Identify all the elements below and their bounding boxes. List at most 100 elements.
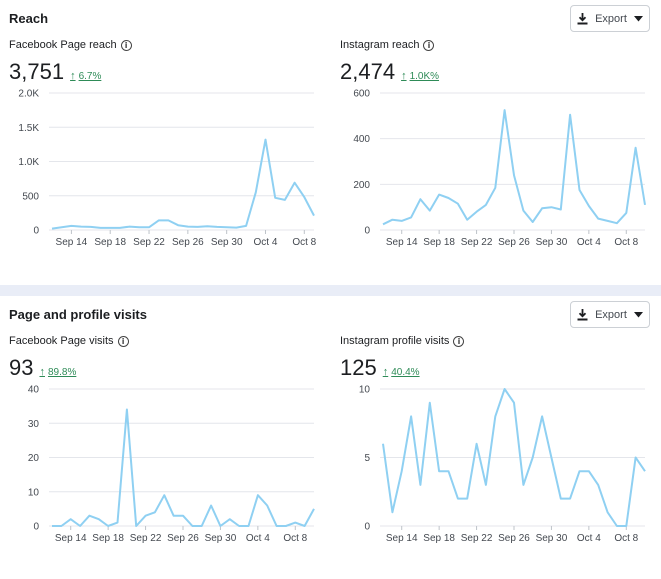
x-tick-label: Sep 22 [461,533,493,544]
facebook-visits-label: Facebook Page visits i [9,335,129,347]
instagram-visits-metric: 125 ↑ 40.4% [340,355,420,381]
y-tick-label: 2.0K [18,89,39,100]
instagram-reach-value: 2,474 [340,59,396,84]
x-tick-label: Sep 14 [56,237,88,248]
info-icon[interactable]: i [117,335,129,347]
x-tick-label: Sep 30 [536,237,568,248]
y-tick-label: 500 [22,191,39,202]
x-tick-label: Oct 8 [614,237,638,248]
instagram-visits-change-text: 40.4% [391,366,420,378]
instagram-visits-label: Instagram profile visits i [340,335,465,347]
instagram-visits-chart: 0 5 10 Sep 14 Sep 18 Sep 22 Sep 26 Sep 30 Oct 4 O… [359,385,646,544]
y-tick-label: 1.0K [18,157,39,168]
download-icon [577,12,588,24]
facebook-reach-metric: 3,751 ↑ 6.7% [9,59,101,85]
x-tick-label: Sep 26 [167,533,199,544]
x-tick-label: Sep 18 [423,237,455,248]
x-tick-label: Sep 18 [423,533,455,544]
x-tick-label: Oct 4 [246,533,270,544]
x-tick-label: Sep 14 [386,237,418,248]
facebook-reach-change-text: 6.7% [78,70,102,82]
arrow-up-icon: ↑ [70,70,76,82]
instagram-reach-label-text: Instagram reach [340,39,420,51]
y-tick-label: 10 [359,385,371,396]
reach-section-title: Reach [9,11,49,26]
x-tick-label: Sep 26 [172,237,204,248]
facebook-reach-chart: 0 500 1.0K 1.5K 2.0K Sep 14 Sep 18 Sep 22 Sep 26… [18,89,316,249]
visits-export-button[interactable]: Export [570,301,650,328]
x-tick-label: Oct 4 [254,237,278,248]
y-tick-label: 0 [33,226,39,237]
instagram-visits-change[interactable]: ↑ 40.4% [383,366,420,378]
reach-export-button[interactable]: Export [570,5,650,32]
instagram-visits-label-text: Instagram profile visits [340,335,450,347]
section-divider [0,285,661,296]
instagram-reach-metric: 2,474 ↑ 1.0K% [340,59,439,85]
arrow-up-icon: ↑ [401,70,407,82]
x-tick-label: Sep 26 [498,237,530,248]
y-tick-label: 30 [28,419,40,430]
x-tick-label: Sep 18 [92,533,124,544]
y-tick-label: 0 [364,522,370,533]
info-icon[interactable]: i [453,335,465,347]
visits-export-label: Export [595,308,627,321]
series-line[interactable] [382,109,646,226]
visits-section-title: Page and profile visits [9,307,147,322]
x-tick-label: Sep 30 [536,533,568,544]
facebook-reach-change[interactable]: ↑ 6.7% [70,70,101,82]
y-tick-label: 1.5K [18,123,39,134]
x-tick-label: Sep 22 [133,237,165,248]
reach-export-label: Export [595,12,627,25]
x-tick-label: Oct 8 [614,533,638,544]
visits-section: Page and profile visits Export Facebook … [0,296,661,579]
arrow-up-icon: ↑ [39,366,45,378]
facebook-visits-panel: Facebook Page visits i 93 ↑ 89.8% 0 10 20 30… [9,335,329,565]
x-tick-label: Oct 8 [292,237,316,248]
y-tick-label: 0 [364,226,370,237]
series-line[interactable] [382,388,646,527]
facebook-visits-metric: 93 ↑ 89.8% [9,355,76,381]
y-tick-label: 0 [33,522,39,533]
x-tick-label: Oct 8 [283,533,307,544]
x-tick-label: Oct 4 [577,533,601,544]
facebook-reach-panel: Facebook Page reach i 3,751 ↑ 6.7% 0 500 1.… [9,39,329,269]
facebook-reach-label: Facebook Page reach i [9,39,132,51]
y-tick-label: 5 [364,453,370,464]
instagram-visits-value: 125 [340,355,377,380]
x-tick-label: Sep 22 [130,533,162,544]
facebook-visits-chart: 0 10 20 30 40 Sep 14 Sep 18 Sep 22 Sep 26 Sep 30 O… [28,385,315,544]
x-tick-label: Sep 30 [205,533,237,544]
instagram-reach-change-text: 1.0K% [409,70,440,82]
y-tick-label: 200 [353,180,370,191]
y-tick-label: 10 [28,487,40,498]
series-line[interactable] [51,138,315,230]
y-tick-label: 400 [353,134,370,145]
instagram-reach-change[interactable]: ↑ 1.0K% [401,70,439,82]
facebook-reach-label-text: Facebook Page reach [9,39,117,51]
arrow-up-icon: ↑ [382,366,389,378]
facebook-visits-value: 93 [9,355,34,380]
facebook-reach-value: 3,751 [9,59,65,84]
x-tick-label: Oct 4 [577,237,601,248]
x-tick-label: Sep 30 [211,237,243,248]
x-tick-label: Sep 26 [498,533,530,544]
facebook-visits-change-text: 89.8% [47,366,77,378]
instagram-reach-label: Instagram reach i [340,39,435,51]
reach-section: Reach Export Facebook Page reach i 3,751… [0,0,661,285]
info-icon[interactable]: i [423,39,435,51]
instagram-reach-chart: 0 200 400 600 Sep 14 Sep 18 Sep 22 Sep 26 Sep 30… [353,89,646,248]
info-icon[interactable]: i [120,39,132,51]
y-tick-label: 600 [353,89,370,100]
instagram-visits-panel: Instagram profile visits i 125 ↑ 40.4% 0 5… [340,335,660,565]
caret-down-icon [633,15,643,21]
x-tick-label: Sep 14 [386,533,418,544]
caret-down-icon [633,311,643,317]
facebook-visits-change[interactable]: ↑ 89.8% [39,366,76,378]
download-icon [577,308,588,320]
x-tick-label: Sep 14 [55,533,87,544]
y-tick-label: 20 [28,453,40,464]
y-tick-label: 40 [28,385,40,396]
x-tick-label: Sep 18 [94,237,126,248]
facebook-visits-label-text: Facebook Page visits [9,335,114,347]
series-line[interactable] [52,408,315,527]
